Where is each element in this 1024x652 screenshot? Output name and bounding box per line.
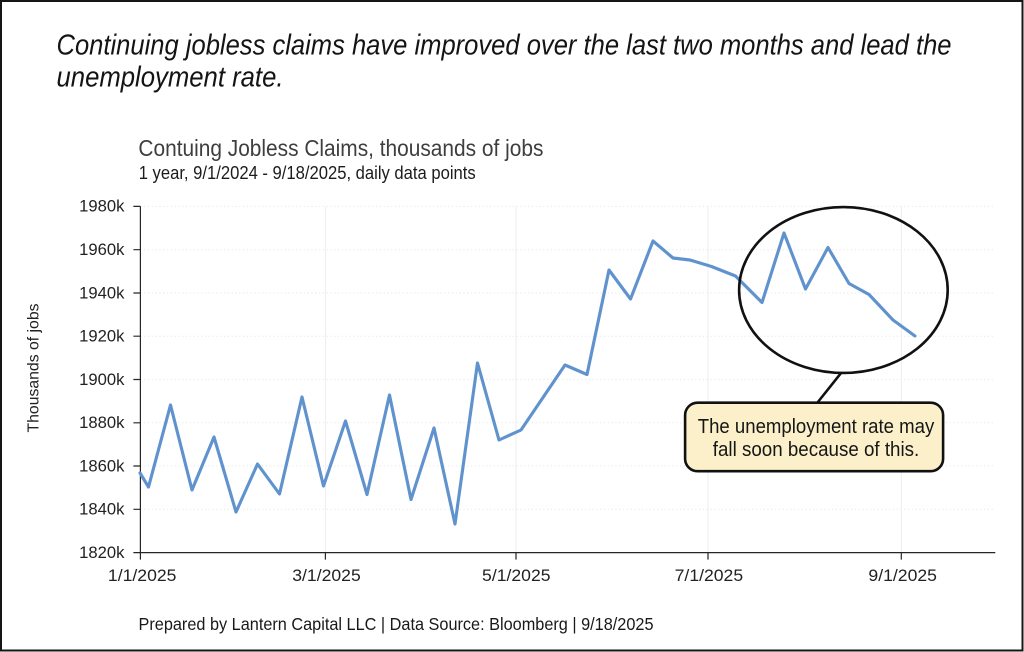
svg-text:Contuing Jobless Claims, thous: Contuing Jobless Claims, thousands of jo… [138,135,543,161]
svg-text:Continuing jobless claims have: Continuing jobless claims have improved … [57,29,952,61]
svg-text:Thousands of jobs: Thousands of jobs [26,304,43,433]
svg-text:1 year, 9/1/2024 - 9/18/2025,: 1 year, 9/1/2024 - 9/18/2025, daily data… [139,163,476,183]
svg-text:1880k: 1880k [79,414,125,432]
svg-text:5/1/2025: 5/1/2025 [482,567,551,585]
svg-text:1900k: 1900k [79,371,125,389]
svg-text:1960k: 1960k [79,241,125,259]
svg-text:1840k: 1840k [79,501,125,519]
svg-text:1/1/2025: 1/1/2025 [108,567,177,585]
svg-text:9/1/2025: 9/1/2025 [868,567,937,585]
svg-text:fall soon because of this.: fall soon because of this. [713,439,920,461]
svg-text:1980k: 1980k [79,198,125,216]
svg-text:7/1/2025: 7/1/2025 [675,567,744,585]
svg-text:1940k: 1940k [79,284,125,302]
svg-text:3/1/2025: 3/1/2025 [292,567,361,585]
svg-text:1820k: 1820k [79,544,125,562]
svg-text:Prepared by Lantern Capital LL: Prepared by Lantern Capital LLC | Data S… [139,614,654,634]
svg-text:unemployment rate.: unemployment rate. [57,61,284,93]
svg-text:1920k: 1920k [79,328,125,346]
svg-text:The unemployment rate may: The unemployment rate may [698,416,935,438]
svg-text:1860k: 1860k [79,457,125,475]
